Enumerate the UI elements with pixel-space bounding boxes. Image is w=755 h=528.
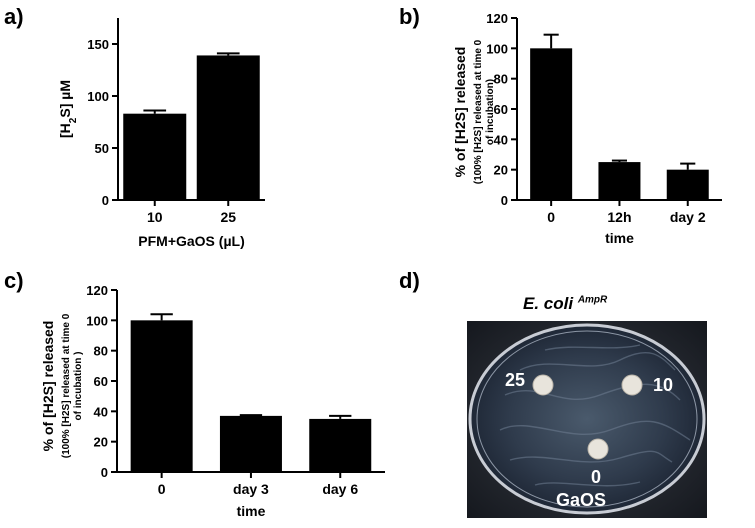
y-tick-label: 0 xyxy=(501,193,508,208)
bar xyxy=(530,48,573,201)
dish-label-10: 10 xyxy=(653,375,673,395)
y-axis-label: [H2S] µM xyxy=(57,80,79,138)
chart-a: 0 50 100 150 10 25 PFM+GaOS (µL) [H2S] µM xyxy=(57,18,265,249)
x-tick-label: 10 xyxy=(147,209,163,225)
x-tick-label: 0 xyxy=(158,481,166,497)
x-tick-label: day 6 xyxy=(322,481,358,497)
y-tick-label: 100 xyxy=(486,41,508,56)
y-axis-label-line3: of incubation) xyxy=(485,79,496,145)
y-tick-label: 80 xyxy=(94,344,108,359)
y-tick-label: 80 xyxy=(494,72,508,87)
y-tick-label: 60 xyxy=(494,102,508,117)
panel-label-d: d) xyxy=(399,268,420,293)
x-tick-label: 0 xyxy=(547,209,555,225)
dish-label-25: 25 xyxy=(505,370,525,390)
bar xyxy=(666,169,709,200)
dish-label-gaos: GaOS xyxy=(556,490,606,510)
y-axis-label-line1: % of [H2S] released xyxy=(40,321,56,452)
y-axis-label-line3: of incubation ) xyxy=(73,352,84,421)
bar xyxy=(130,320,193,472)
disc-10 xyxy=(621,374,643,396)
y-tick-label: 120 xyxy=(486,11,508,26)
y-axis-label-line2: (100% [H2S] released at time 0 xyxy=(473,39,484,184)
y-tick-label: 0 xyxy=(101,465,108,480)
y-tick-label: 100 xyxy=(86,313,108,328)
panel-label-a: a) xyxy=(4,4,24,29)
disc-25 xyxy=(532,374,554,396)
panel-label-b: b) xyxy=(399,4,420,29)
dish-title-sup: AmpR xyxy=(577,294,608,306)
x-axis-label: PFM+GaOS (µL) xyxy=(138,233,244,249)
bacterial-streaks xyxy=(499,344,691,487)
dish-title-main: E. coli xyxy=(523,294,574,313)
x-tick-label: 12h xyxy=(607,209,631,225)
bar xyxy=(196,55,260,200)
y-axis-label-line1: % of [H2S] released xyxy=(452,47,468,178)
dish-title: E. coli AmpR xyxy=(523,294,607,314)
bar xyxy=(309,418,372,472)
y-tick-label: 120 xyxy=(86,283,108,298)
x-axis-label: time xyxy=(237,503,266,519)
y-axis-label-line2: (100% [H2S] released at time 0 xyxy=(61,313,72,458)
bar xyxy=(123,113,187,200)
y-tick-label: 20 xyxy=(94,435,108,450)
y-tick-label: 150 xyxy=(87,37,109,52)
y-tick-label: 100 xyxy=(87,89,109,104)
dish-rim xyxy=(468,323,706,515)
dish-label-0: 0 xyxy=(591,467,601,487)
chart-c: 0 20 40 60 80 100 120 0 day 3 day 6 time % of [H2S]… xyxy=(40,283,385,519)
panel-label-c: c) xyxy=(4,268,24,293)
x-tick-label: 25 xyxy=(220,209,236,225)
y-tick-label: 0 xyxy=(102,193,109,208)
x-axis-label: time xyxy=(605,230,634,246)
petri-dish-photo: 25 10 0 GaOS xyxy=(467,321,707,518)
disc-0 xyxy=(587,438,609,460)
y-tick-label: 40 xyxy=(94,404,108,419)
bar xyxy=(598,162,641,200)
x-tick-label: day 3 xyxy=(233,481,269,497)
y-tick-label: 50 xyxy=(95,141,109,156)
y-tick-label: 60 xyxy=(94,374,108,389)
dish-inner-rim xyxy=(476,330,698,508)
y-tick-label: 20 xyxy=(494,163,508,178)
x-tick-label: day 2 xyxy=(670,209,706,225)
bar xyxy=(219,415,282,472)
chart-b: 0 20 40 60 80 100 120 0 12h day 2 time % of [H2S] r… xyxy=(452,11,722,246)
y-tick-label: 40 xyxy=(494,132,508,147)
